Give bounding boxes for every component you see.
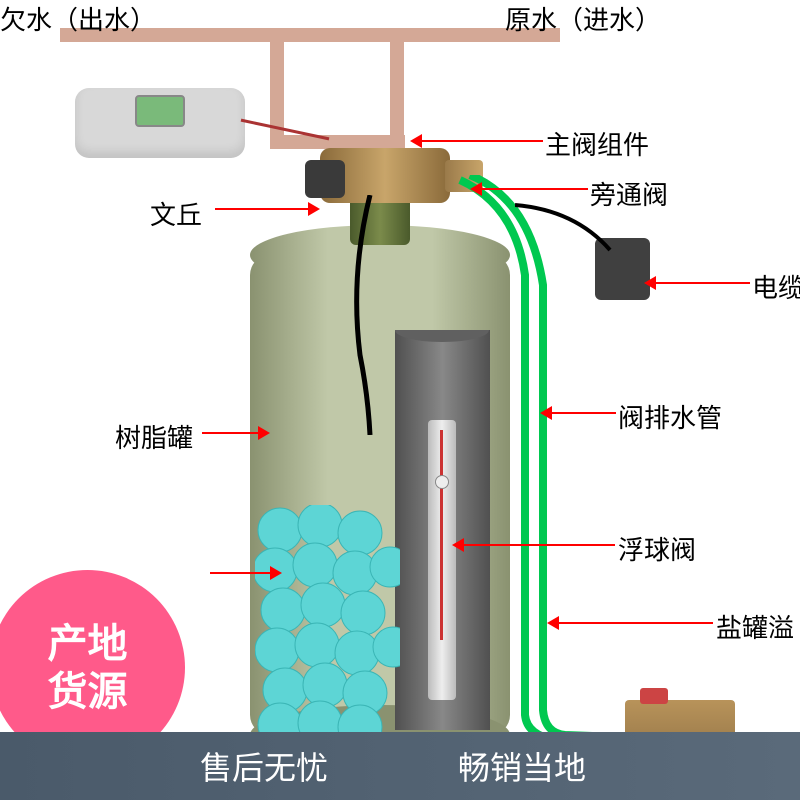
arrow-salt xyxy=(555,622,713,624)
label-cable: 电缆 xyxy=(752,268,800,305)
bottom-banner: 售后无忧 畅销当地 xyxy=(0,732,800,800)
arrowhead-main-valve xyxy=(410,134,422,148)
brine-block-top xyxy=(640,688,668,704)
arrow-drain xyxy=(548,412,616,414)
arrow-bypass xyxy=(478,188,588,190)
arrowhead-float xyxy=(452,538,464,552)
controller-screen xyxy=(135,95,185,127)
black-cable xyxy=(340,195,400,435)
label-raw-water: 原水（进水） xyxy=(505,0,661,37)
arrowhead-cable xyxy=(644,276,656,290)
cable-wire xyxy=(515,200,635,300)
banner-text-1: 售后无忧 xyxy=(200,743,328,789)
arrow-resin xyxy=(202,432,260,434)
arrowhead-drain xyxy=(540,406,552,420)
badge-line1: 产地 xyxy=(48,620,128,668)
arrow-cable xyxy=(652,282,750,284)
label-salt-overflow: 盐罐溢 xyxy=(716,608,794,645)
arrow-resin-balls xyxy=(210,572,272,574)
arrowhead-salt xyxy=(547,616,559,630)
banner-text-2: 畅销当地 xyxy=(458,743,586,789)
label-venturi: 文丘 xyxy=(150,195,202,232)
resin-balls xyxy=(255,505,400,745)
arrow-float xyxy=(460,544,615,546)
float-ball xyxy=(435,475,449,489)
label-soft-water: 欠水（出水） xyxy=(0,0,156,37)
pipe-vertical-left xyxy=(270,28,284,138)
label-float-valve: 浮球阀 xyxy=(618,530,696,567)
arrow-main-valve xyxy=(418,140,543,142)
pipe-vertical-right xyxy=(390,28,404,138)
float-valve-rod xyxy=(440,430,443,640)
label-main-valve: 主阀组件 xyxy=(545,125,649,162)
badge-line2: 货源 xyxy=(48,668,128,716)
label-resin-tank: 树脂罐 xyxy=(115,418,193,455)
arrowhead-venturi xyxy=(308,202,320,216)
arrowhead-resin-balls xyxy=(270,566,282,580)
arrowhead-resin xyxy=(258,426,270,440)
pipe-short xyxy=(270,135,405,149)
label-bypass-valve: 旁通阀 xyxy=(590,175,668,212)
arrow-venturi xyxy=(215,208,310,210)
arrowhead-bypass xyxy=(470,182,482,196)
label-valve-drain: 阀排水管 xyxy=(618,398,722,435)
valve-dark-part xyxy=(305,160,345,198)
